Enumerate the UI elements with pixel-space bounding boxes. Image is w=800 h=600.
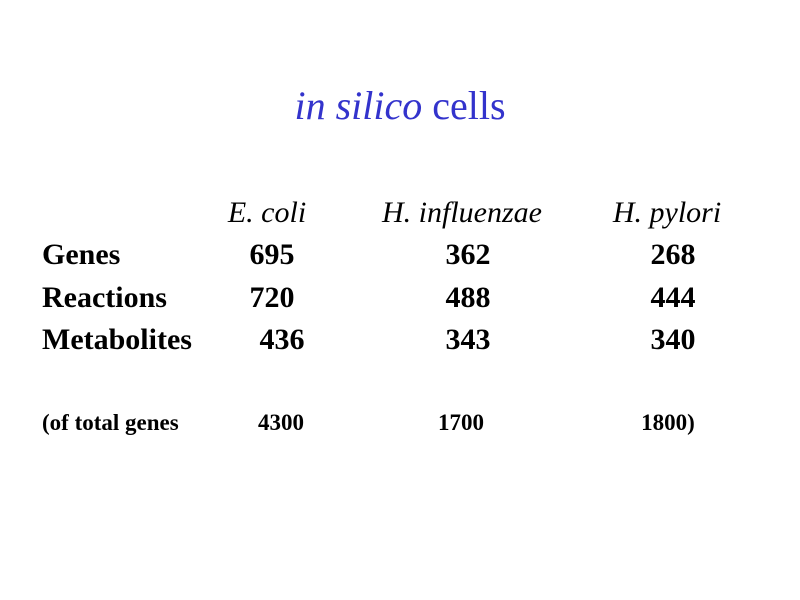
footnote-cell: 1800) [641, 410, 695, 435]
cell: 488 [445, 281, 491, 314]
cell: 444 [650, 281, 696, 314]
column-header: H. influenzae [382, 196, 542, 229]
cell: 362 [445, 238, 491, 271]
cell: 720 [249, 281, 295, 314]
cell: 268 [650, 238, 696, 271]
footnote-cell: 4300 [258, 410, 304, 435]
cell: 340 [650, 323, 696, 356]
title-italic: in silico [294, 83, 423, 128]
title: in silico cells [0, 86, 800, 126]
cell: 695 [249, 238, 295, 271]
title-regular: cells [432, 83, 506, 128]
column-header: H. pylori [612, 196, 722, 229]
cell: 343 [445, 323, 491, 356]
footnote-label: (of total genes [42, 410, 179, 435]
cell: 436 [259, 323, 305, 356]
row-label: Metabolites [42, 323, 192, 356]
footnote-cell: 1700 [438, 410, 484, 435]
row-label: Genes [42, 238, 121, 271]
column-header: E. coli [227, 196, 307, 229]
row-label: Reactions [42, 281, 167, 314]
